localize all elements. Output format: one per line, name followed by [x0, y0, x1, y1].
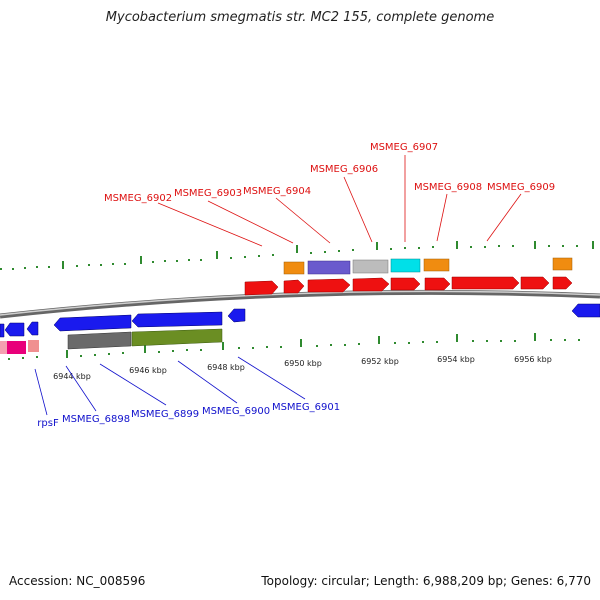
tick-label: 6952 kbp	[361, 357, 399, 366]
feature-block	[0, 341, 8, 354]
feature-block	[390, 258, 421, 273]
bottom-label-leaders	[34, 356, 306, 416]
tick-label: 6946 kbp	[129, 366, 167, 375]
tick-label: 6950 kbp	[284, 359, 322, 368]
gene-label: rpsF	[37, 418, 59, 429]
feature-block	[307, 260, 351, 275]
genome-title: Mycobacterium smegmatis str. MC2 155, co…	[105, 10, 495, 25]
gene-label: MSMEG_6903	[174, 188, 242, 199]
gene-label: MSMEG_6908	[414, 182, 482, 193]
gene-arrow	[53, 314, 132, 332]
gene-arrow	[283, 279, 305, 294]
tick-label: 6954 kbp	[437, 355, 475, 364]
gene-arrow	[552, 276, 573, 290]
gene-arrow	[244, 280, 279, 296]
bottom-gene-labels: rpsF MSMEG_6898 MSMEG_6899 MSMEG_6900 MS…	[37, 402, 340, 429]
feature-block	[352, 259, 389, 274]
feature-block	[423, 258, 450, 272]
feature-block	[131, 328, 223, 347]
gene-label: MSMEG_6907	[370, 142, 438, 153]
upper-feature-row	[283, 257, 573, 275]
top-gene-labels: MSMEG_6902 MSMEG_6903 MSMEG_6904 MSMEG_6…	[104, 142, 555, 204]
gene-label: MSMEG_6901	[272, 402, 340, 413]
gene-arrow	[307, 278, 351, 293]
feature-block	[283, 261, 305, 275]
gene-label: MSMEG_6902	[104, 193, 172, 204]
gene-arrow	[26, 321, 39, 336]
genome-backbone	[0, 289, 600, 319]
tick-labels: 6944 kbp 6946 kbp 6948 kbp 6950 kbp 6952…	[53, 355, 552, 381]
reverse-genes	[0, 303, 600, 338]
gene-arrow	[131, 311, 223, 328]
feature-block	[7, 341, 26, 354]
gene-arrow	[451, 276, 520, 290]
gene-arrow	[424, 277, 451, 291]
upper-tick-row	[0, 241, 594, 270]
top-label-leaders	[157, 155, 522, 247]
gene-label: MSMEG_6909	[487, 182, 555, 193]
tick-label: 6956 kbp	[514, 355, 552, 364]
feature-block	[67, 331, 132, 350]
forward-genes	[244, 276, 573, 296]
gene-arrow	[0, 323, 5, 338]
gene-label: MSMEG_6900	[202, 406, 270, 417]
gene-arrow	[4, 322, 25, 337]
gene-label: MSMEG_6906	[310, 164, 378, 175]
feature-block	[552, 257, 573, 271]
gene-arrow	[390, 277, 421, 291]
lower-tick-row	[8, 333, 580, 360]
gene-arrow	[520, 276, 550, 290]
gene-arrow	[352, 277, 390, 292]
accession-text: Accession: NC_008596	[9, 574, 146, 588]
gene-label: MSMEG_6904	[243, 186, 311, 197]
lower-feature-row	[0, 328, 223, 354]
gene-arrow	[227, 308, 246, 323]
gene-label: MSMEG_6899	[131, 409, 199, 420]
gene-label: MSMEG_6898	[62, 414, 130, 425]
feature-block	[28, 340, 39, 352]
topology-text: Topology: circular; Length: 6,988,209 bp…	[261, 574, 591, 588]
gene-arrow	[571, 303, 600, 318]
tick-label: 6948 kbp	[207, 363, 245, 372]
tick-label: 6944 kbp	[53, 372, 91, 381]
